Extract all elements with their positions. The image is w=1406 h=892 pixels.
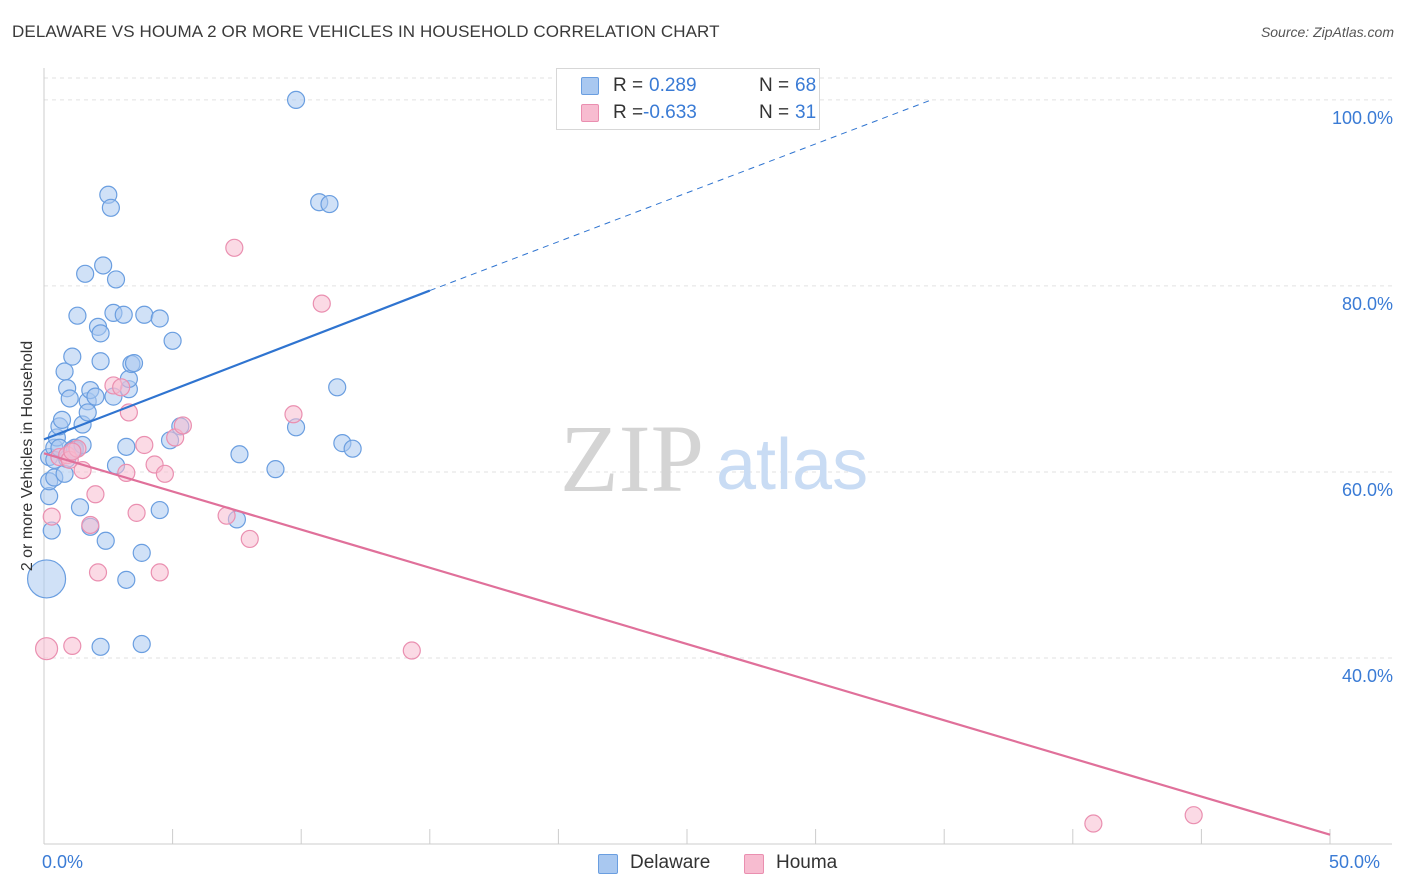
y-tick-label: 60.0% <box>1341 479 1393 500</box>
y-tick-label: 80.0% <box>1341 293 1393 314</box>
chart-title: DELAWARE VS HOUMA 2 OR MORE VEHICLES IN … <box>12 22 720 41</box>
r-label: R = <box>613 75 644 96</box>
data-point <box>68 306 87 325</box>
data-point <box>132 634 151 654</box>
data-point <box>150 309 169 328</box>
data-point <box>155 464 174 483</box>
r-value: 0.289 <box>649 75 697 96</box>
data-point <box>96 531 115 550</box>
x-tick-max: 50.0% <box>1329 852 1381 872</box>
data-point <box>284 405 303 424</box>
data-point <box>86 387 105 406</box>
delaware-swatch <box>598 854 618 874</box>
data-point <box>112 378 131 397</box>
data-point <box>328 378 347 397</box>
data-point <box>343 439 362 458</box>
data-point <box>94 256 113 275</box>
data-point <box>225 238 244 257</box>
legend-label: Delaware <box>630 852 711 873</box>
data-point <box>76 264 95 283</box>
data-point <box>78 403 97 422</box>
data-point <box>88 563 108 582</box>
data-point <box>60 389 79 408</box>
delaware-points <box>26 90 362 656</box>
stats-legend: R = 0.289 N = 68 R = -0.633 N = 31 <box>556 68 820 130</box>
data-point <box>70 498 90 517</box>
data-point <box>1084 814 1103 833</box>
data-point <box>117 570 136 589</box>
data-point <box>26 559 67 599</box>
data-point <box>106 270 126 289</box>
data-point <box>312 294 331 313</box>
n-value: 68 <box>795 75 817 96</box>
data-point <box>135 435 154 455</box>
data-point <box>63 442 82 461</box>
data-point <box>114 305 133 324</box>
data-point <box>117 437 136 456</box>
data-point <box>63 636 82 655</box>
delaware-trend-line <box>43 289 431 441</box>
y-tick-label: 100.0% <box>1331 107 1393 128</box>
data-point <box>240 529 259 549</box>
x-tick-min: 0.0% <box>42 852 84 872</box>
watermark-atlas: atlas <box>716 425 868 505</box>
data-point <box>127 503 146 522</box>
n-label: N = <box>759 102 790 123</box>
r-label: R = <box>613 102 644 123</box>
data-point <box>286 90 306 110</box>
data-point <box>163 331 182 350</box>
watermark-zip: ZIP <box>560 405 704 512</box>
data-point <box>1184 806 1203 825</box>
data-point <box>124 354 144 373</box>
data-point <box>42 507 61 526</box>
y-axis-title: 2 or more Vehicles in Household <box>19 340 36 572</box>
data-point <box>150 500 169 520</box>
houma-swatch <box>744 854 764 874</box>
n-label: N = <box>759 75 790 96</box>
legend-label: Houma <box>776 852 838 873</box>
data-point <box>320 194 339 214</box>
source-note: Source: ZipAtlas.com <box>1260 24 1394 40</box>
data-point <box>101 198 120 217</box>
data-point <box>150 563 169 582</box>
data-point <box>132 543 151 562</box>
houma-swatch <box>581 104 599 122</box>
houma-trend-line <box>43 452 1331 836</box>
data-point <box>55 362 74 381</box>
data-point <box>63 347 82 366</box>
trend-lines <box>43 99 1331 836</box>
data-point <box>91 324 110 343</box>
data-point <box>135 305 154 324</box>
data-point <box>230 445 249 464</box>
data-point <box>81 515 100 535</box>
data-point <box>266 460 285 479</box>
data-point <box>34 637 59 661</box>
y-tick-label: 40.0% <box>1341 665 1393 686</box>
delaware-trend-extension <box>429 99 932 292</box>
data-point <box>52 410 72 429</box>
data-point <box>86 485 105 504</box>
houma-points <box>34 238 1203 833</box>
watermark: ZIP atlas <box>560 405 868 512</box>
delaware-swatch <box>581 77 599 95</box>
n-value: 31 <box>795 102 817 123</box>
data-point <box>173 416 192 435</box>
data-point <box>91 352 110 371</box>
data-point <box>402 641 421 660</box>
gridlines <box>44 77 1392 659</box>
r-value: -0.633 <box>643 102 697 123</box>
data-point <box>91 637 110 656</box>
